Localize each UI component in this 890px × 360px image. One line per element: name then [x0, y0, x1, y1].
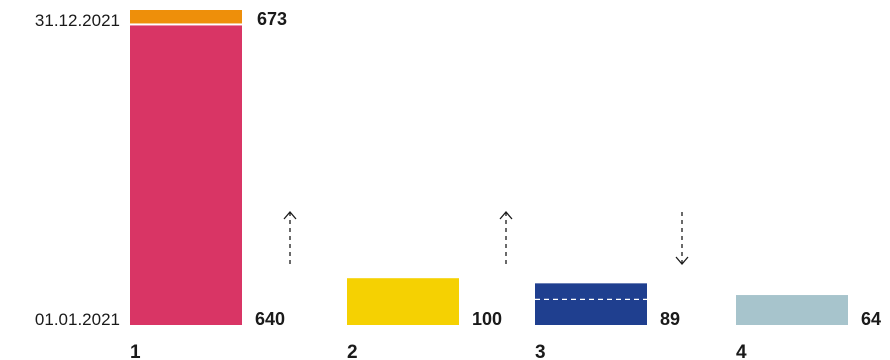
bar-3	[535, 283, 647, 325]
bar-4	[736, 295, 848, 325]
value-label-3: 89	[660, 309, 680, 329]
bar-1-increase-segment	[130, 10, 242, 24]
bar-1	[130, 25, 242, 325]
category-label-3: 3	[535, 342, 546, 360]
trend-arrow-3-head	[675, 256, 689, 265]
trend-arrow-1-head	[283, 211, 297, 220]
category-label-4: 4	[736, 342, 747, 360]
trend-arrow-2-head	[499, 211, 513, 220]
value-label-1: 640	[255, 309, 285, 329]
value-label-1-end: 673	[257, 9, 287, 29]
y-label-end: 31.12.2021	[35, 11, 120, 30]
bar-2	[347, 278, 459, 325]
y-label-start: 01.01.2021	[35, 310, 120, 329]
category-label-2: 2	[347, 342, 358, 360]
category-label-1: 1	[130, 342, 141, 360]
value-label-4: 64	[861, 309, 881, 329]
value-label-2: 100	[472, 309, 502, 329]
